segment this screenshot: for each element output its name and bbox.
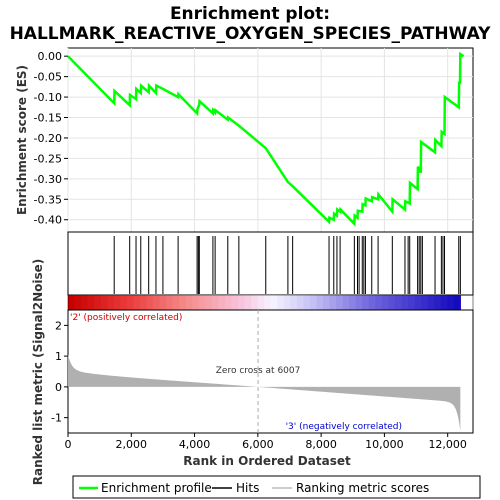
color-bar-segment [94, 295, 102, 310]
color-bar-segment [100, 295, 108, 310]
color-bar-segment [394, 295, 403, 310]
color-bar-segment [355, 295, 363, 310]
es-tick-label: 0.00 [38, 50, 63, 63]
color-bar-segment [198, 295, 206, 310]
color-bar-segment [447, 295, 455, 310]
color-bar-segment [303, 295, 311, 310]
chart-title-line1: Enrichment plot: [170, 4, 330, 24]
color-bar-segment [336, 295, 344, 310]
color-bar-segment [440, 295, 448, 310]
color-bar-segment [290, 295, 298, 310]
color-bar-segment [120, 295, 128, 310]
color-bar-segment [139, 295, 148, 310]
color-bar-segment [107, 295, 115, 310]
es-tick-label: -0.10 [34, 91, 62, 104]
color-bar-segment [166, 295, 174, 310]
negative-correlation-label: '3' (negatively correlated) [286, 422, 402, 432]
x-axis-label: Rank in Ordered Dataset [183, 454, 351, 468]
color-bar-segment [126, 295, 134, 310]
color-bar-segment [427, 295, 435, 310]
es-tick-label: -0.15 [34, 112, 62, 125]
chart-title-line2: HALLMARK_REACTIVE_OXYGEN_SPECIES_PATHWAY [10, 24, 492, 44]
color-bar-segment [133, 295, 141, 310]
legend-hits-label: Hits [236, 481, 259, 495]
color-bar-segment [185, 295, 193, 310]
es-tick-label: -0.25 [34, 152, 62, 165]
color-bar-segment [179, 295, 187, 310]
color-bar-segment [153, 295, 161, 310]
es-y-axis-label: Enrichment score (ES) [15, 65, 29, 215]
x-tick-label: 0 [65, 438, 72, 451]
enrichment-profile-line [67, 51, 465, 227]
color-bar-segment [277, 295, 285, 310]
x-tick-label: 12,000 [428, 438, 467, 451]
color-bar-segment [231, 295, 239, 310]
x-tick-label: 10,000 [365, 438, 404, 451]
color-bar-segment [192, 295, 200, 310]
metric-tick-label: 2 [55, 319, 62, 332]
es-tick-label: -0.35 [34, 193, 62, 206]
color-bar-segment [362, 295, 370, 310]
color-bar-segment [388, 295, 396, 310]
color-bar-segment [257, 295, 265, 310]
x-tick-label: 2,000 [116, 438, 148, 451]
color-bar-segment [434, 295, 442, 310]
color-bar-segment [205, 295, 213, 310]
color-bar-segment [329, 295, 337, 310]
ranking-metric-area [68, 354, 461, 432]
legend-enrichment-label: Enrichment profile [101, 481, 212, 495]
es-tick-label: -0.40 [34, 214, 62, 227]
metric-tick-label: 0 [55, 381, 62, 394]
color-bar-segment [401, 295, 409, 310]
legend-metric-label: Ranking metric scores [296, 481, 429, 495]
positive-correlation-label: '2' (positively correlated) [70, 313, 182, 323]
color-bar-segment [270, 295, 278, 310]
es-tick-label: -0.30 [34, 173, 62, 186]
color-bar-segment [283, 295, 291, 310]
color-bar-segment [159, 295, 167, 310]
color-bar-segment [316, 295, 324, 310]
color-bar-segment [368, 295, 376, 310]
color-bar-segment [309, 295, 318, 310]
metric-tick-label: 1 [55, 350, 62, 363]
color-bar-segment [211, 295, 219, 310]
color-bar-segment [224, 295, 233, 310]
color-bar-segment [81, 295, 89, 310]
legend-box [72, 475, 481, 499]
color-bar-segment [264, 295, 272, 310]
color-bar-segment [453, 295, 461, 310]
color-bar-segment [408, 295, 416, 310]
color-bar-segment [375, 295, 383, 310]
color-bar-segment [349, 295, 357, 310]
color-bar-segment [87, 295, 95, 310]
color-bar-segment [296, 295, 305, 310]
zero-cross-label: Zero cross at 6007 [216, 366, 301, 376]
color-bar-segment [381, 295, 390, 310]
color-bar-segment [342, 295, 350, 310]
color-bar-segment [218, 295, 226, 310]
metric-tick-label: -1 [51, 412, 62, 425]
color-bar-segment [251, 295, 259, 310]
es-panel [67, 47, 474, 233]
color-bar-segment [172, 295, 180, 310]
hits-panel [67, 231, 474, 296]
color-bar-segment [238, 295, 246, 310]
color-bar-segment [113, 295, 121, 310]
color-bar-segment [414, 295, 422, 310]
color-bar-segment [68, 295, 76, 310]
color-bar-segment [323, 295, 331, 310]
color-bar-segment [74, 295, 82, 310]
es-tick-label: -0.05 [34, 71, 62, 84]
color-bar-segment [244, 295, 252, 310]
color-bar-segment [146, 295, 154, 310]
metric-y-axis-label: Ranked list metric (Signal2Noise) [31, 259, 45, 486]
x-tick-label: 4,000 [179, 438, 211, 451]
x-tick-label: 6,000 [242, 438, 274, 451]
es-tick-label: -0.20 [34, 132, 62, 145]
color-bar-segment [421, 295, 429, 310]
x-tick-label: 8,000 [305, 438, 337, 451]
